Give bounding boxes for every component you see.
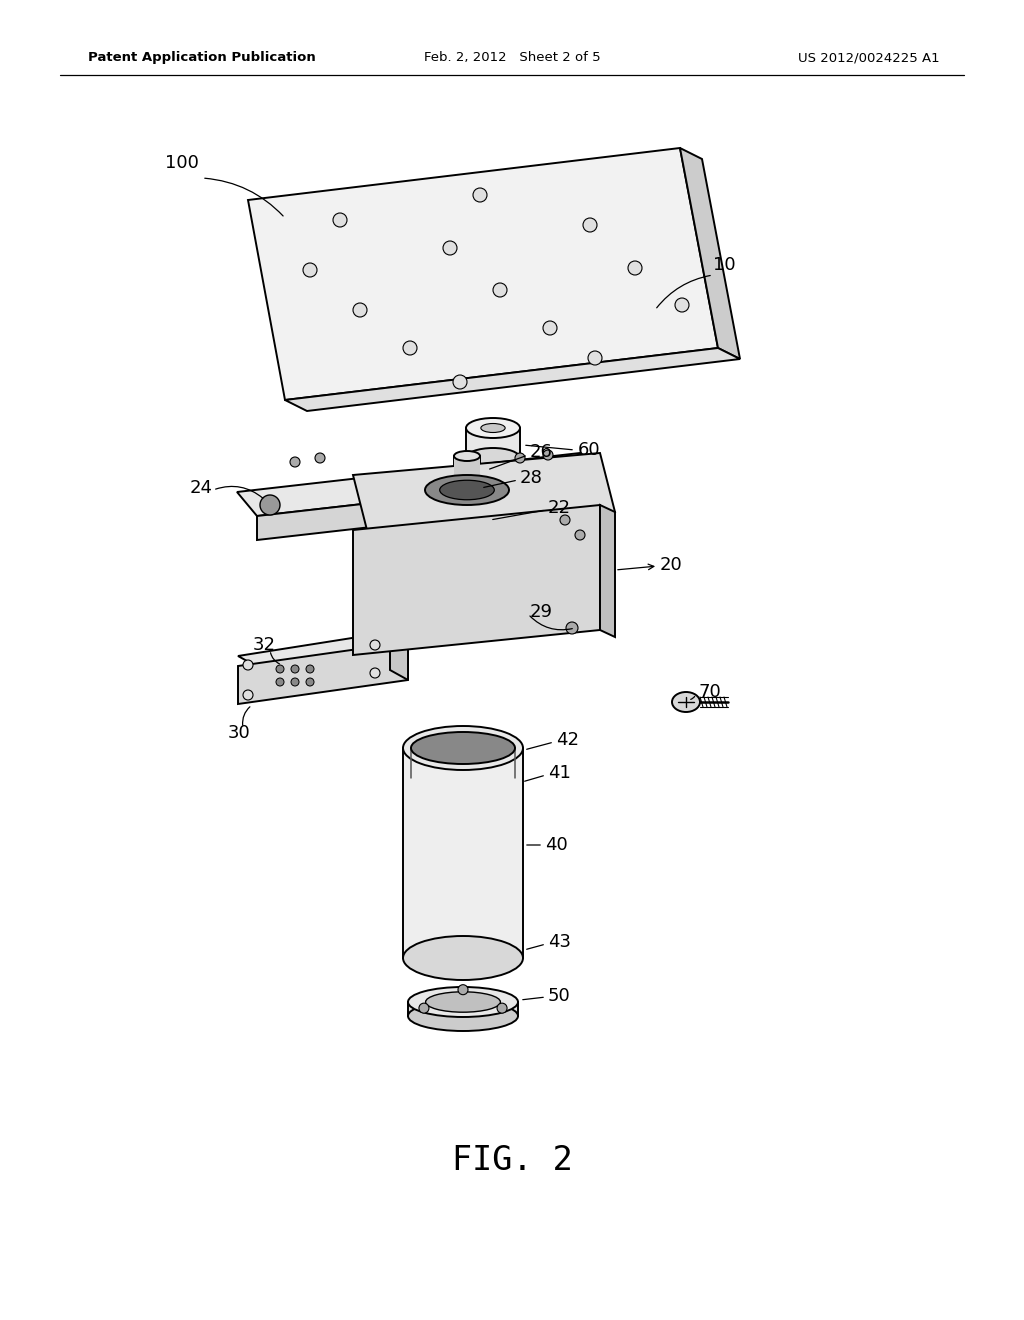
Polygon shape — [353, 506, 600, 655]
Circle shape — [353, 304, 367, 317]
Ellipse shape — [672, 692, 700, 711]
Text: Feb. 2, 2012   Sheet 2 of 5: Feb. 2, 2012 Sheet 2 of 5 — [424, 51, 600, 65]
Ellipse shape — [425, 475, 509, 506]
Ellipse shape — [466, 447, 520, 469]
Text: 22: 22 — [548, 499, 571, 517]
Ellipse shape — [481, 424, 505, 433]
Circle shape — [315, 453, 325, 463]
Text: 42: 42 — [556, 731, 579, 748]
Circle shape — [291, 665, 299, 673]
Circle shape — [458, 985, 468, 995]
Ellipse shape — [408, 1001, 518, 1031]
Circle shape — [306, 665, 314, 673]
Text: 20: 20 — [660, 556, 683, 574]
Polygon shape — [238, 632, 408, 667]
Polygon shape — [285, 348, 740, 411]
Polygon shape — [408, 1002, 518, 1016]
Circle shape — [497, 1003, 507, 1014]
Circle shape — [303, 263, 317, 277]
Ellipse shape — [439, 480, 495, 500]
Circle shape — [566, 622, 578, 634]
Circle shape — [243, 690, 253, 700]
Ellipse shape — [411, 733, 515, 764]
Polygon shape — [454, 455, 480, 492]
Circle shape — [453, 375, 467, 389]
Circle shape — [628, 261, 642, 275]
Polygon shape — [600, 506, 615, 638]
Circle shape — [543, 450, 553, 459]
Text: 70: 70 — [698, 682, 721, 701]
Circle shape — [473, 187, 487, 202]
Ellipse shape — [403, 726, 523, 770]
Polygon shape — [353, 453, 615, 535]
Text: 10: 10 — [713, 256, 735, 275]
Text: 60: 60 — [578, 441, 601, 459]
Circle shape — [291, 678, 299, 686]
Circle shape — [370, 668, 380, 678]
Polygon shape — [237, 453, 600, 516]
Polygon shape — [390, 632, 408, 680]
Circle shape — [515, 453, 525, 463]
Circle shape — [543, 321, 557, 335]
Circle shape — [583, 218, 597, 232]
Text: 26: 26 — [530, 444, 553, 461]
Polygon shape — [403, 748, 523, 958]
Circle shape — [560, 515, 570, 525]
Text: 43: 43 — [548, 933, 571, 950]
Ellipse shape — [408, 987, 518, 1016]
Text: 40: 40 — [545, 836, 567, 854]
Text: Patent Application Publication: Patent Application Publication — [88, 51, 315, 65]
Circle shape — [575, 531, 585, 540]
Text: 29: 29 — [530, 603, 553, 620]
Circle shape — [290, 457, 300, 467]
Text: 32: 32 — [253, 636, 276, 653]
Ellipse shape — [426, 991, 501, 1012]
Text: 100: 100 — [165, 154, 199, 172]
Circle shape — [276, 678, 284, 686]
Ellipse shape — [466, 418, 520, 438]
Circle shape — [403, 341, 417, 355]
Circle shape — [243, 660, 253, 671]
Circle shape — [588, 351, 602, 366]
Ellipse shape — [403, 936, 523, 979]
Circle shape — [306, 678, 314, 686]
Circle shape — [276, 665, 284, 673]
Circle shape — [370, 640, 380, 649]
Polygon shape — [680, 148, 740, 359]
Polygon shape — [466, 428, 520, 458]
Text: 41: 41 — [548, 764, 570, 781]
Polygon shape — [257, 477, 600, 540]
Circle shape — [260, 495, 280, 515]
Polygon shape — [248, 148, 718, 400]
Text: 24: 24 — [190, 479, 213, 498]
Circle shape — [333, 213, 347, 227]
Text: 30: 30 — [228, 723, 251, 742]
Ellipse shape — [454, 488, 480, 498]
Polygon shape — [238, 642, 408, 704]
Text: FIG. 2: FIG. 2 — [452, 1143, 572, 1176]
Text: 28: 28 — [520, 469, 543, 487]
Text: 50: 50 — [548, 987, 570, 1005]
Circle shape — [493, 282, 507, 297]
Text: US 2012/0024225 A1: US 2012/0024225 A1 — [799, 51, 940, 65]
Circle shape — [675, 298, 689, 312]
Circle shape — [419, 1003, 429, 1014]
Ellipse shape — [454, 451, 480, 461]
Circle shape — [443, 242, 457, 255]
